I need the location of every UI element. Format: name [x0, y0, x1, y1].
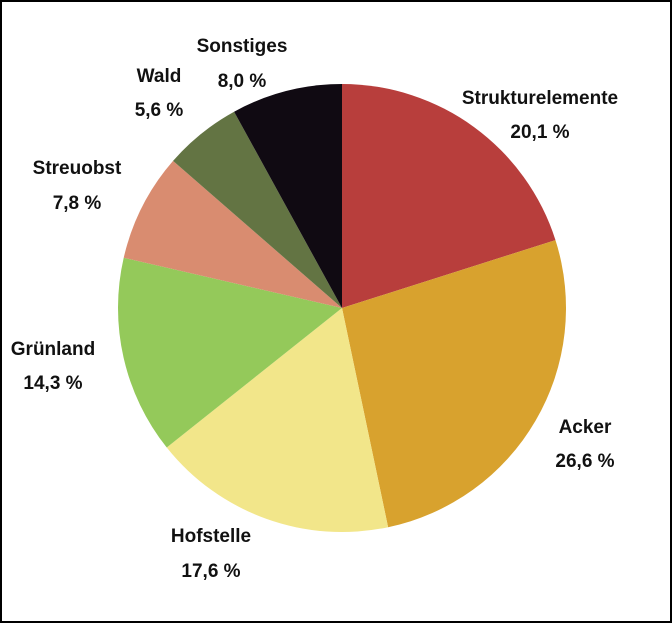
pie-slice-wald	[173, 111, 342, 309]
pie-slice-strukturelemente	[342, 84, 556, 308]
pie-labels: Strukturelemente 20,1 % Acker 26,6 % Hofstel…	[11, 36, 618, 582]
pie-slice-streuobst	[123, 160, 343, 308]
slice-value-acker: 26,6 %	[555, 451, 614, 472]
slice-label-hofstelle: Hofstelle	[171, 526, 251, 547]
pie-slice-sonstiges	[234, 84, 342, 308]
slice-label-strukturelemente: Strukturelemente	[462, 88, 618, 109]
slice-label-wald: Wald	[137, 66, 182, 87]
slice-label-streuobst: Streuobst	[33, 158, 122, 179]
slice-value-sonstiges: 8,0 %	[218, 71, 267, 92]
pie-slice-grünland	[118, 257, 343, 448]
slice-value-streuobst: 7,8 %	[53, 193, 102, 214]
slice-label-grünland: Grünland	[11, 339, 95, 360]
pie-slice-hofstelle	[166, 308, 389, 532]
pie-slice-acker	[342, 240, 567, 528]
slice-value-wald: 5,6 %	[135, 100, 184, 121]
slice-label-sonstiges: Sonstiges	[197, 36, 288, 57]
slice-value-strukturelemente: 20,1 %	[510, 122, 569, 143]
pie-slices	[118, 84, 567, 532]
slice-value-grünland: 14,3 %	[23, 373, 82, 394]
slice-label-acker: Acker	[559, 417, 612, 438]
slice-value-hofstelle: 17,6 %	[181, 561, 240, 582]
